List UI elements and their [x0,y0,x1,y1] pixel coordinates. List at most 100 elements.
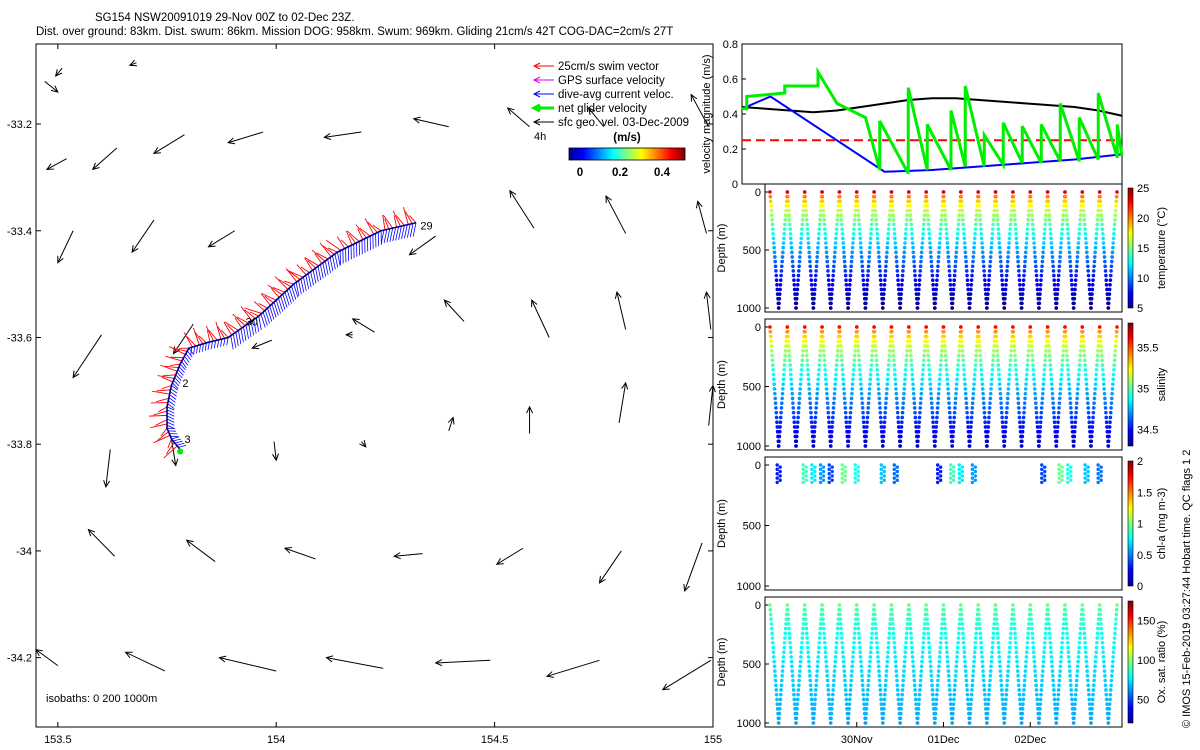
oxygen-section-point [1107,711,1111,716]
temperature-section-point [802,190,807,194]
oxygen-section-point [1030,631,1035,636]
temperature-section-point [1009,218,1013,222]
temperature-section-point [864,292,869,296]
temperature-section-point [812,296,816,301]
temperature-section-point [899,292,903,296]
temperature-section-point [1063,190,1067,194]
temperature-section-point [1110,255,1114,259]
salinity-section-point [1005,406,1009,410]
chla-point [801,467,805,472]
salinity-section-point [963,382,967,386]
temperature-section-point [794,296,799,301]
temperature-section-point [930,273,935,278]
dac-vector [260,314,266,328]
oxygen-section-point [994,612,999,617]
temperature-section-point [954,255,958,259]
salinity-section-point [808,396,812,401]
oxygen-section-point [1011,607,1016,612]
geo-vector-head [87,528,96,537]
oxygen-section-point [888,622,892,626]
salinity-section-point [1075,396,1079,401]
oxygen-section-point [1063,612,1068,617]
temperature-section-point [814,264,819,269]
temperature-section-point [816,236,821,241]
dac-vector [269,306,275,320]
oxygen-section-point [1101,650,1105,654]
oxygen-section-point [770,640,775,645]
oxygen-section-point [885,659,890,664]
temperature-section-point [887,222,891,227]
geo-vector [284,547,316,560]
oxygen-section-point [787,631,792,636]
temperature-section-point [970,264,975,269]
chla-point [821,474,826,478]
dac-vector [300,278,305,293]
salinity-section-point [1011,334,1016,339]
oxygen-section-point [955,645,960,650]
salinity-section-point [910,377,915,382]
salinity-section-point [836,344,840,348]
temperature-section-point [843,273,848,278]
oxygen-section-point [971,674,975,678]
oxygen-section-point [1047,626,1052,631]
salinity-section-point [1007,372,1012,377]
temperature-section-point [823,231,827,236]
temperature-section-point [869,227,874,231]
oxygen-section-point [926,631,931,636]
salinity-section-point [821,349,826,353]
temperature-section-point [1003,287,1008,292]
temperature-section-point [788,227,792,231]
salinity-section-point [1090,420,1095,425]
oxygen-section-point [850,664,855,669]
salinity-section-point [785,329,790,334]
oxygen-section-point [782,640,787,645]
temperature-section-point [865,287,869,292]
chla-point [853,463,857,467]
salinity-section-point [997,382,1002,386]
temperature-section-point [910,241,915,245]
chla-point [1086,474,1090,478]
oxygen-section-point [979,650,984,654]
oxygen-section-point [910,645,914,650]
oxygen-section-point [959,603,963,607]
salinity-section-point [781,377,786,382]
temperature-section-point [840,222,844,227]
oxygen-section-point [1024,655,1029,659]
dac-vector [243,326,247,341]
temperature-section-point [1063,199,1068,204]
oxygen-section-point [1029,617,1034,621]
oxygen-section-point [879,702,884,706]
salinity-section-point [1082,349,1086,353]
salinity-section-point [856,349,861,353]
salinity-section-point [774,415,779,420]
oxygen-section-point [805,636,809,640]
temperature-section-point [1079,208,1083,213]
temperature-section-point [847,287,852,292]
chla-point [1086,465,1090,469]
map-y-ticks: -33.2-33.4-33.6-33.8-34-34.2 [7,119,713,665]
oxygen-section-point [916,707,921,711]
temperature-section-point [1031,231,1036,236]
oxygen-section-point [783,626,788,631]
salinity-section-point [1006,382,1011,386]
geo-vector [44,80,59,93]
temperature-section-point [921,227,926,231]
oxygen-section-point [969,692,974,697]
chla-point [801,480,805,485]
salinity-section-point [831,410,835,415]
oxygen-section-point [961,640,966,645]
oxygen-section-point [1009,626,1013,631]
temperature-section-point [1103,269,1108,273]
temperature-section-point [1059,236,1064,241]
salinity-section-point [827,425,832,429]
salinity-section-point [829,439,833,444]
oxygen-section-point [1107,702,1112,706]
swim-vector [198,335,207,344]
temperature-section-point [1020,296,1025,301]
oxygen-section-point [891,626,895,631]
oxygen-section-point [938,640,943,645]
temperature-section-point [818,208,823,213]
temperature-section-point [848,283,852,287]
salinity-section-point [936,396,941,401]
temperature-section-point [829,292,834,296]
